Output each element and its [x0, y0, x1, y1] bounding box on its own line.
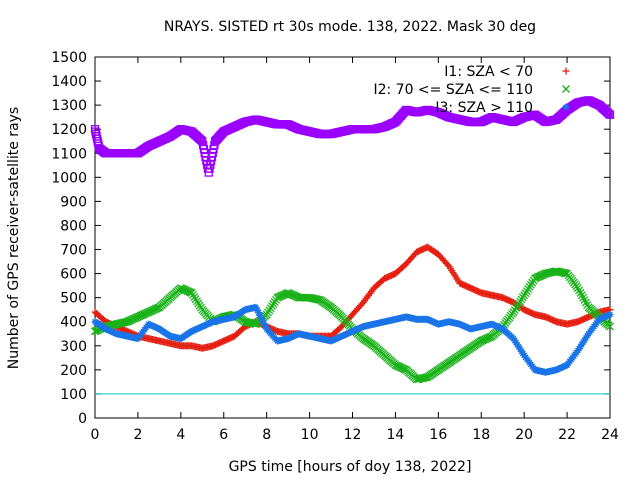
- x-tick-label: 20: [515, 427, 533, 443]
- x-tick-label: 16: [429, 427, 447, 443]
- data-point-interp: [250, 319, 259, 328]
- y-tick-label: 200: [60, 363, 87, 379]
- data-point-interp: [604, 109, 613, 118]
- x-tick-label: 12: [344, 427, 362, 443]
- series-4: [90, 96, 615, 177]
- legend: I1: SZA < 70 I2: 70 <= SZA <= 110 I3: SZ…: [373, 64, 570, 116]
- data-point: [606, 311, 614, 319]
- y-tick-label: 1300: [51, 98, 87, 114]
- y-axis-label: Number of GPS receiver-satellite rays: [6, 107, 22, 369]
- data-point-interp: [444, 261, 452, 269]
- x-tick-label: 8: [262, 427, 271, 443]
- x-tick-label: 18: [472, 427, 490, 443]
- legend-marker-3: [562, 103, 570, 111]
- x-tick-label: 2: [133, 427, 142, 443]
- x-tick-label: 4: [176, 427, 185, 443]
- x-tick-label: 6: [219, 427, 228, 443]
- x-tick-label: 10: [301, 427, 319, 443]
- data-point-interp: [603, 108, 612, 117]
- legend-markers: [562, 67, 570, 111]
- y-tick-label: 400: [60, 315, 87, 331]
- data-point: [606, 322, 614, 331]
- series-layer: [90, 96, 615, 384]
- y-tick-label: 1000: [51, 170, 87, 186]
- legend-label-i1: I1: SZA < 70: [444, 64, 533, 80]
- y-tick-label: 600: [60, 267, 87, 283]
- y-tick-label: 100: [60, 387, 87, 403]
- y-tick-label: 300: [60, 339, 87, 355]
- y-tick-label: 800: [60, 218, 87, 234]
- x-tick-label: 22: [558, 427, 576, 443]
- y-tick-label: 500: [60, 291, 87, 307]
- y-axis-ticks: 0 100 200 300 400 500 600 700 800 900 1000 1100 1200…: [51, 50, 610, 427]
- x-tick-label: 24: [601, 427, 619, 443]
- legend-label-i2: I2: 70 <= SZA <= 110: [373, 82, 533, 98]
- data-point-interp: [560, 269, 569, 277]
- chart-title: NRAYS. SISTED rt 30s mode. 138, 2022. Ma…: [164, 19, 536, 35]
- y-tick-label: 1200: [51, 122, 87, 138]
- legend-marker-1: [562, 67, 570, 75]
- y-tick-label: 900: [60, 194, 87, 210]
- legend-marker-2: [562, 85, 570, 93]
- x-axis-ticks: 0 2 4 6 8 10 12 14 16 18 20 22 24: [91, 57, 619, 443]
- x-axis-label: GPS time [hours of doy 138, 2022]: [229, 459, 472, 475]
- x-tick-label: 14: [387, 427, 405, 443]
- y-tick-label: 1100: [51, 146, 87, 162]
- legend-label-i3: I3: SZA > 110: [435, 100, 533, 116]
- y-tick-label: 1500: [51, 50, 87, 66]
- x-tick-label: 0: [91, 427, 100, 443]
- y-tick-label: 700: [60, 243, 87, 259]
- data-point: [605, 110, 615, 119]
- series-3: [91, 303, 614, 376]
- data-point-interp: [196, 135, 206, 145]
- y-tick-label: 1400: [51, 74, 87, 90]
- y-tick-label: 0: [78, 411, 87, 427]
